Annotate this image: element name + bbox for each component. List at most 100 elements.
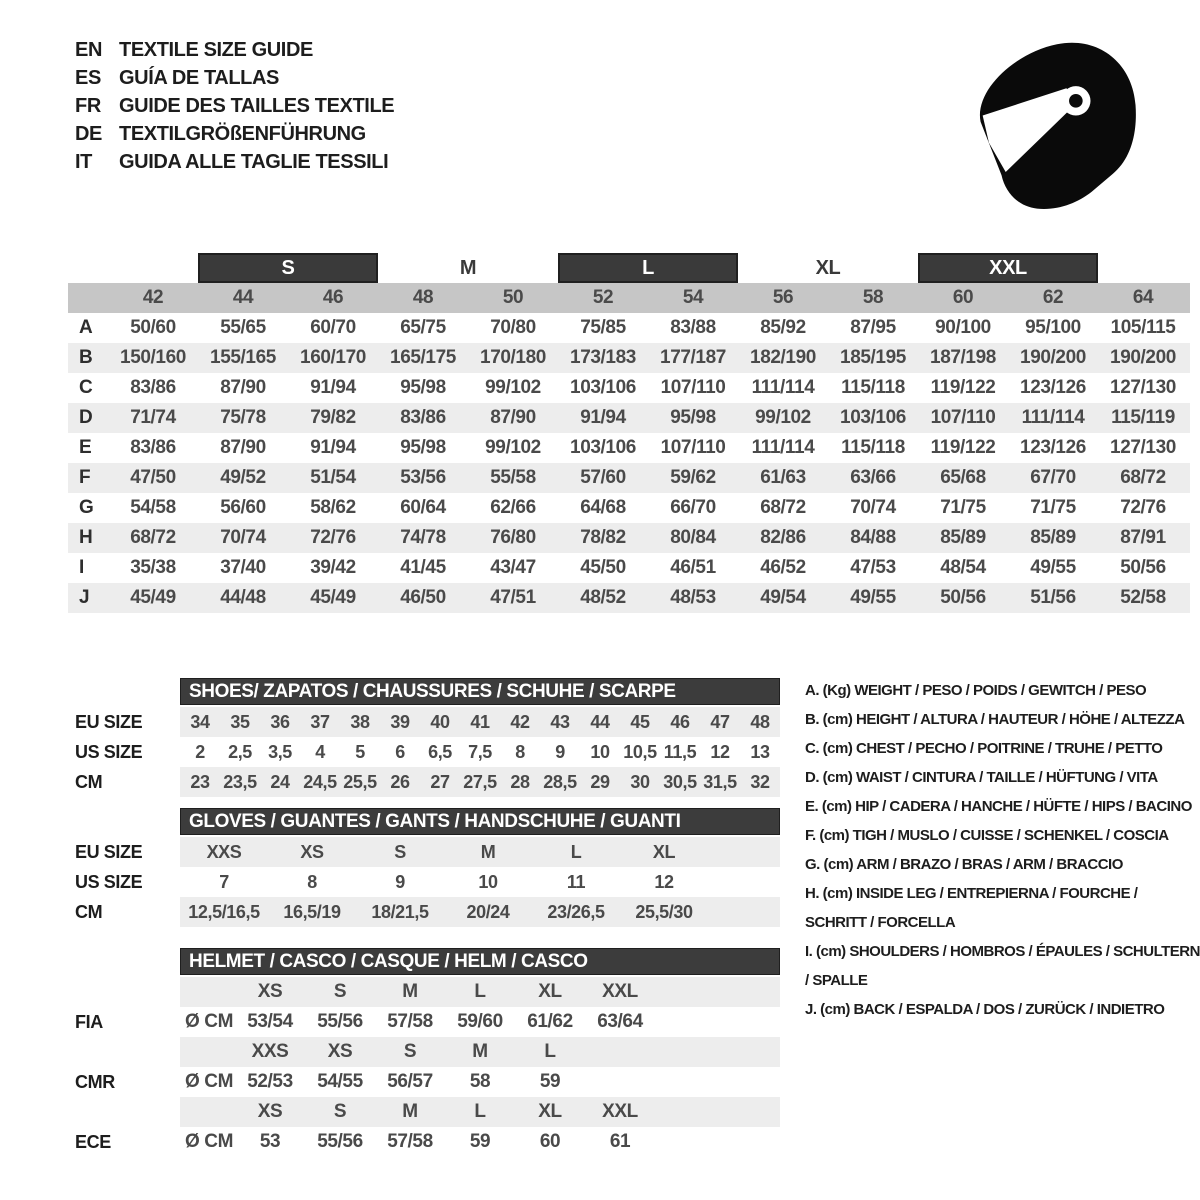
table-cell: 185/195	[840, 347, 906, 368]
table-cell: 20/24	[466, 901, 510, 922]
main-size-table: S M L XL XXL 42 44 46 48 50 52 54 56 58 60 62 64 A …	[68, 253, 1190, 613]
table-cell: 107/110	[660, 377, 726, 398]
table-cell: 58	[862, 287, 884, 308]
table-cell: 68/72	[760, 497, 806, 518]
table-cell: 30,5	[663, 771, 697, 792]
table-cell: 91/94	[310, 437, 356, 458]
table-cell: 36	[270, 711, 290, 732]
table-cell: 87/95	[850, 317, 896, 338]
table-cell: 18/21,5	[371, 901, 429, 922]
table-cell: 56	[772, 287, 794, 308]
table-cell: 63/66	[850, 467, 896, 488]
table-cell: 32	[750, 771, 770, 792]
table-cell: 84/88	[850, 527, 896, 548]
legend-item: F. (cm) TIGH / MUSLO / CUISSE / SCHENKEL…	[805, 827, 1169, 844]
table-cell: 65/68	[940, 467, 986, 488]
table-cell: 13	[750, 741, 770, 762]
table-cell: 16,5/19	[283, 901, 341, 922]
table-cell: 87/90	[220, 377, 266, 398]
language-row: EN TEXTILE SIZE GUIDE	[75, 36, 394, 64]
table-cell: 42	[142, 287, 164, 308]
table-cell: 55/56	[317, 1131, 363, 1152]
table-cell: 50/56	[940, 587, 986, 608]
table-cell: 49/52	[220, 467, 266, 488]
table-cell: 60/70	[310, 317, 356, 338]
table-cell: 115/118	[841, 377, 905, 398]
language-title-list: EN TEXTILE SIZE GUIDE ES GUÍA DE TALLAS …	[75, 36, 395, 176]
table-cell: 5	[355, 741, 365, 762]
gloves-us-row: US SIZE 7 8 9 10 11 12	[68, 867, 780, 897]
row-cells: 47/50 49/52 51/54 53/56 55/58 57/60 59/62 61/63…	[108, 467, 1190, 489]
table-cell: 24,5	[303, 771, 337, 792]
helmet-ece-values-row: ECE Ø CM 53 55/56 57/58 59 60 61	[68, 1127, 780, 1157]
numeric-size-header-row: 42 44 46 48 50 52 54 56 58 60 62 64	[68, 283, 1190, 313]
table-cell: L	[570, 841, 582, 862]
table-cell: 160/170	[300, 347, 366, 368]
table-cell: 59/62	[670, 467, 716, 488]
table-cell: 2,5	[228, 741, 252, 762]
row-values: 12,5/16,5 16,5/19 18/21,5 20/24 23/26,5 25,5/…	[180, 897, 780, 927]
table-cell: M	[472, 1041, 488, 1062]
table-cell: 99/102	[485, 377, 541, 398]
standard-label-ece: ECE	[75, 1131, 111, 1152]
table-cell: 43	[550, 711, 570, 732]
table-cell: 58/62	[310, 497, 356, 518]
table-cell: 85/92	[760, 317, 806, 338]
legend-item: B. (cm) HEIGHT / ALTURA / HAUTEUR / HÖHE…	[805, 711, 1185, 728]
row-values: Ø CM 53 55/56 57/58 59 60 61	[180, 1127, 780, 1157]
table-cell: 123/126	[1020, 437, 1086, 458]
table-cell: 71/75	[1030, 497, 1076, 518]
table-cell: 12	[710, 741, 730, 762]
table-cell: 53	[259, 1131, 281, 1152]
table-cell: 49/55	[1030, 557, 1076, 578]
table-cell: 95/98	[670, 407, 716, 428]
table-cell: 95/98	[400, 437, 446, 458]
table-cell: 9	[395, 871, 405, 892]
diameter-unit-label: Ø CM	[185, 1011, 234, 1032]
table-cell: 45/49	[310, 587, 356, 608]
table-cell: 83/86	[400, 407, 446, 428]
table-cell: 62/66	[490, 497, 536, 518]
table-cell: 173/183	[570, 347, 636, 368]
table-cell: XXL	[602, 1101, 638, 1122]
table-cell: 55/65	[220, 317, 266, 338]
row-values: XXS XS S M L	[180, 1037, 780, 1067]
table-cell: 83/86	[130, 377, 176, 398]
table-cell: 82/86	[760, 527, 806, 548]
legend-item: H. (cm) INSIDE LEG / ENTREPIERNA / FOURC…	[805, 885, 1138, 931]
table-cell: 31,5	[703, 771, 737, 792]
gloves-title: GLOVES / GUANTES / GANTS / HANDSCHUHE / …	[189, 810, 681, 832]
legend-item: E. (cm) HIP / CADERA / HANCHE / HÜFTE / …	[805, 798, 1192, 815]
table-cell: 61/63	[760, 467, 806, 488]
table-cell: 90/100	[935, 317, 991, 338]
table-cell: 103/106	[570, 437, 636, 458]
table-cell: L	[544, 1041, 556, 1062]
table-cell: 95/100	[1025, 317, 1081, 338]
table-cell: 28	[510, 771, 530, 792]
table-cell: 64	[1132, 287, 1154, 308]
row-values: XS S M L XL XXL	[180, 977, 780, 1007]
table-cell: 57/58	[387, 1011, 433, 1032]
table-cell: 50/56	[1120, 557, 1166, 578]
table-row-i: I 35/38 37/40 39/42 41/45 43/47 45/50 46/51 46/…	[68, 553, 1190, 583]
table-cell: 8	[307, 871, 317, 892]
table-cell: 23,5	[223, 771, 257, 792]
table-cell: L	[474, 981, 486, 1002]
row-values: 34 35 36 37 38 39 40 41 42 43 44 45 46 47 48	[180, 707, 780, 737]
table-cell: 72/76	[1120, 497, 1166, 518]
table-cell: 6,5	[428, 741, 452, 762]
accessory-size-tables: SHOES/ ZAPATOS / CHAUSSURES / SCHUHE / S…	[68, 678, 780, 1157]
table-cell: 55/56	[317, 1011, 363, 1032]
table-cell: 123/126	[1020, 377, 1086, 398]
shoes-us-row: US SIZE 2 2,5 3,5 4 5 6 6,5 7,5 8 9 10 10,5 11,5 12 13	[68, 737, 780, 767]
table-cell: XL	[652, 841, 676, 862]
row-values: 23 23,5 24 24,5 25,5 26 27 27,5 28 28,5 29 30 30,5 31…	[180, 767, 780, 797]
helmet-fia-values-row: FIA Ø CM 53/54 55/56 57/58 59/60 61/62 63/64	[68, 1007, 780, 1037]
table-cell: 58	[469, 1071, 491, 1092]
row-label: US SIZE	[75, 871, 143, 892]
row-label: B	[79, 347, 93, 368]
table-cell: 41/45	[400, 557, 446, 578]
table-cell: 24	[270, 771, 290, 792]
guide-title-de: TEXTILGRÖßENFÜHRUNG	[119, 122, 366, 145]
table-cell: 60/64	[400, 497, 446, 518]
